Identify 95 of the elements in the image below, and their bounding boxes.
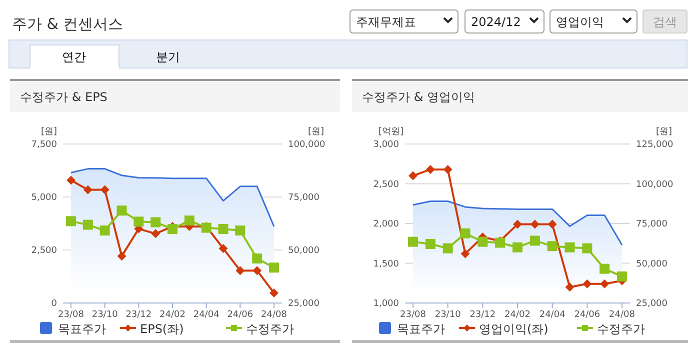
y2-tick-label: 25,000: [636, 299, 668, 309]
point: [564, 242, 575, 252]
y2-tick-label: 75,000: [288, 193, 320, 203]
point: [117, 252, 126, 261]
legend-label: 목표주가: [58, 322, 106, 336]
point: [408, 171, 418, 180]
point: [184, 216, 194, 226]
point: [582, 243, 592, 254]
text: 2024/12: [471, 15, 521, 29]
legend-label: 수정주가: [597, 322, 645, 336]
y2-tick-label: 50,000: [288, 246, 320, 256]
point: [582, 279, 592, 288]
point: [66, 176, 76, 185]
point: [269, 262, 279, 273]
x-tick-label: 24/06: [227, 310, 254, 320]
point: [512, 242, 522, 252]
point: [116, 206, 127, 216]
text: 검색: [653, 15, 677, 29]
y-tick-label: 2,500: [31, 246, 58, 256]
x-tick-label: 23/08: [58, 310, 84, 320]
legend-label: 수정주가: [246, 322, 294, 336]
point: [252, 266, 262, 276]
x-tick-label: 23/08: [400, 310, 426, 320]
point: [134, 216, 144, 227]
point: [426, 164, 435, 174]
point: [617, 271, 627, 282]
text: 연간: [62, 50, 86, 64]
x-tick-label: 24/02: [504, 310, 530, 320]
point: [600, 279, 610, 288]
y2-axis-title: [원]: [308, 127, 324, 137]
point: [495, 238, 506, 248]
y-tick-label: 3,000: [373, 140, 400, 150]
point: [151, 229, 160, 238]
point: [478, 236, 488, 247]
point: [565, 282, 574, 292]
point: [513, 220, 522, 229]
y2-tick-label: 50,000: [636, 259, 668, 270]
legend-label: 목표주가: [397, 322, 445, 336]
point: [442, 243, 453, 254]
point: [235, 225, 246, 236]
x-tick-label: 24/08: [609, 310, 636, 320]
y2-tick-label: 100,000: [636, 180, 674, 190]
point: [252, 253, 262, 264]
y-tick-label: 1,000: [373, 299, 400, 309]
point: [530, 236, 540, 246]
chart-title: 수정주가 & 영업이익: [362, 90, 475, 104]
y2-tick-label: 75,000: [636, 220, 668, 230]
y-tick-label: 2,000: [373, 220, 400, 230]
y2-tick-label: 125,000: [636, 140, 674, 150]
y-tick-label: 1,500: [373, 259, 400, 270]
text: 영업이익: [556, 15, 604, 29]
legend-label: 영업이익(좌): [479, 322, 548, 336]
x-tick-label: 24/02: [160, 310, 186, 320]
y2-tick-label: 100,000: [288, 140, 326, 150]
x-tick-label: 23/12: [470, 310, 496, 320]
chart-title: 수정주가 & EPS: [20, 90, 108, 104]
x-tick-label: 24/08: [261, 310, 288, 320]
legend-label: EPS(좌): [140, 322, 184, 336]
point: [66, 216, 76, 226]
point: [460, 228, 470, 238]
point: [425, 239, 436, 250]
x-tick-label: 24/06: [574, 310, 600, 320]
point: [600, 264, 610, 274]
point: [218, 244, 228, 254]
point: [547, 241, 558, 252]
point: [460, 249, 470, 258]
point: [443, 164, 452, 174]
point: [408, 236, 418, 247]
point: [530, 220, 540, 229]
text: 분기: [156, 50, 180, 64]
x-tick-label: 23/10: [434, 310, 462, 320]
point: [100, 225, 110, 236]
x-tick-label: 23/10: [92, 310, 118, 320]
y-tick-label: 7,500: [31, 140, 58, 150]
text: 주재무제표: [356, 15, 416, 29]
point: [236, 266, 245, 276]
point: [83, 185, 92, 194]
y-tick-label: 5,000: [31, 193, 58, 203]
point: [548, 220, 557, 229]
point: [218, 224, 228, 234]
point: [100, 185, 110, 194]
point: [168, 224, 178, 234]
y2-tick-label: 25,000: [288, 299, 320, 309]
point: [270, 288, 278, 298]
y2-axis-title: [원]: [656, 127, 672, 137]
x-tick-label: 23/12: [126, 310, 152, 320]
text: 주가 & 컨센서스: [12, 15, 124, 33]
point: [82, 220, 93, 230]
x-tick-label: 24/04: [193, 310, 220, 320]
y-axis-title: [원]: [40, 127, 58, 137]
y-tick-label: 0: [51, 299, 58, 309]
point: [150, 217, 161, 228]
y-axis-title: [억원]: [378, 127, 404, 137]
x-tick-label: 24/04: [539, 310, 566, 320]
y-tick-label: 2,500: [373, 180, 400, 190]
